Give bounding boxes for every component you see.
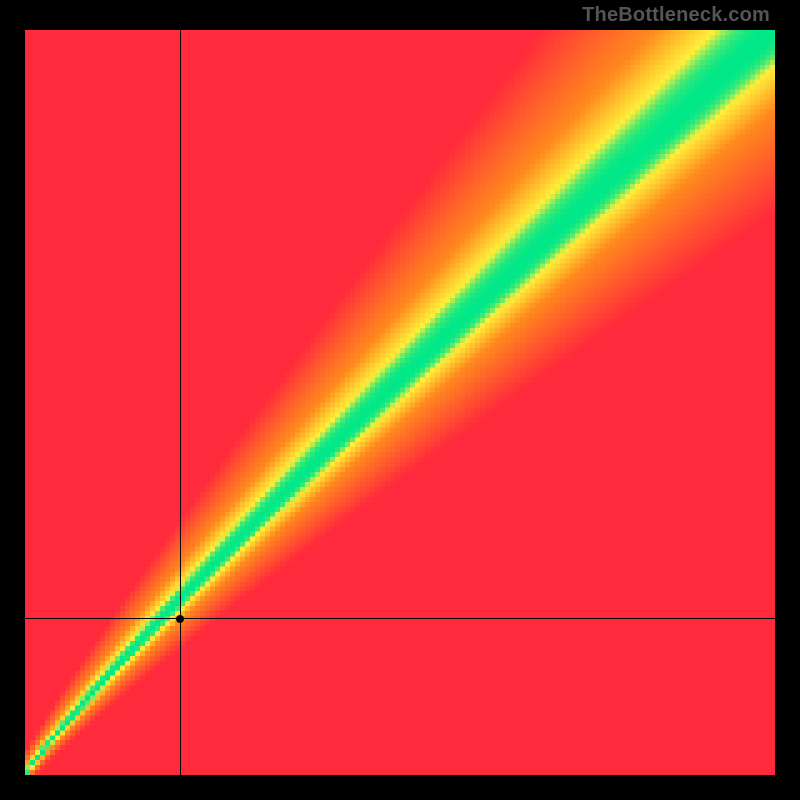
bottleneck-heatmap bbox=[25, 30, 775, 775]
watermark-text: TheBottleneck.com bbox=[582, 4, 770, 27]
crosshair-vertical bbox=[180, 30, 181, 775]
heatmap-plot-area bbox=[25, 30, 775, 775]
crosshair-horizontal bbox=[25, 618, 775, 619]
data-point bbox=[176, 615, 184, 623]
chart-container: TheBottleneck.com bbox=[0, 0, 800, 800]
